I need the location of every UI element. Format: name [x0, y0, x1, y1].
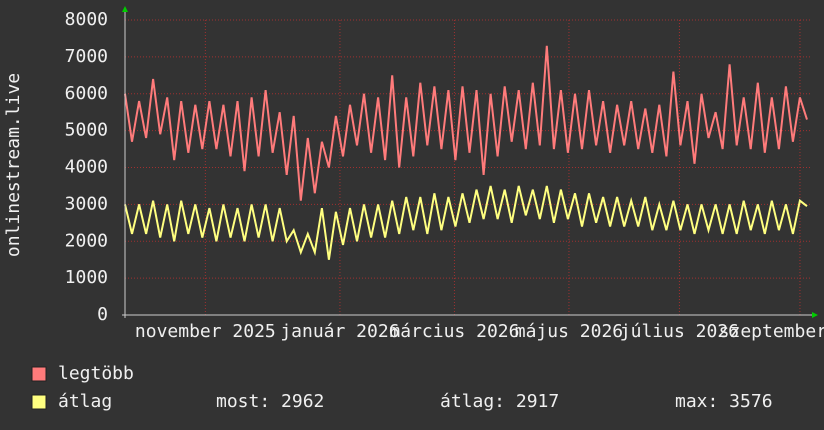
plot — [124, 19, 812, 316]
legend-swatch — [31, 366, 47, 382]
stat: max: 3576 — [675, 391, 773, 412]
x-tick-label: március 2026 — [389, 321, 519, 342]
y-tick-label: 2000 — [65, 230, 108, 251]
x-tick-label: szeptember 2026 — [719, 321, 824, 342]
y-axis-label: onlinestream.live — [3, 73, 24, 257]
x-tick-label: január 2026 — [280, 321, 399, 342]
y-arrow — [122, 6, 128, 12]
series-line — [124, 45, 808, 201]
stat: átlag: 2917 — [440, 391, 559, 412]
x-arrow — [812, 312, 818, 318]
y-tick-label: 8000 — [65, 9, 108, 30]
y-tick-label: 0 — [97, 304, 108, 325]
y-tick-label: 1000 — [65, 267, 108, 288]
y-tick-label: 6000 — [65, 83, 108, 104]
x-tick-label: július 2026 — [620, 321, 739, 342]
y-tick-label: 7000 — [65, 46, 108, 67]
legend-swatch — [31, 394, 47, 410]
series-line — [124, 185, 808, 260]
y-tick-label: 4000 — [65, 157, 108, 178]
x-tick-label: május 2026 — [515, 321, 623, 342]
y-tick-label: 3000 — [65, 193, 108, 214]
x-tick-label: november 2025 — [135, 321, 276, 342]
legend-label: átlag — [58, 391, 112, 412]
legend-label: legtöbb — [58, 363, 134, 384]
stat: most: 2962 — [216, 391, 324, 412]
y-tick-label: 5000 — [65, 120, 108, 141]
